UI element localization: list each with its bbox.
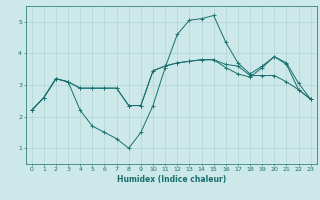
X-axis label: Humidex (Indice chaleur): Humidex (Indice chaleur) [116, 175, 226, 184]
